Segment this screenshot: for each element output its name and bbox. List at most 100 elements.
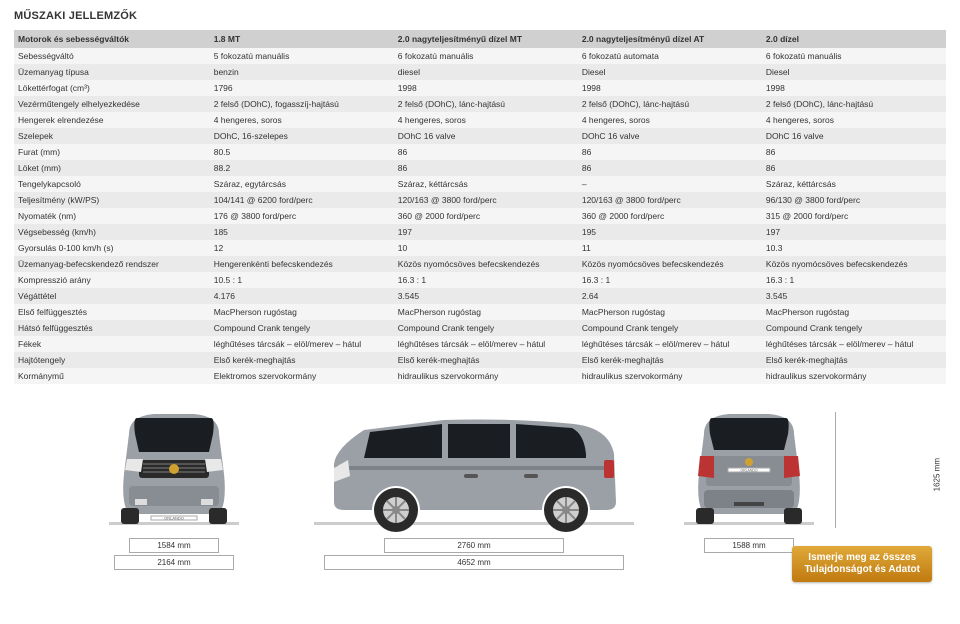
row-value: léghűtéses tárcsák – elöl/merev – hátul (578, 336, 762, 352)
row-value: 86 (394, 160, 578, 176)
row-value: MacPherson rugóstag (578, 304, 762, 320)
table-row: Végáttétel4.1763.5452.643.545 (14, 288, 946, 304)
row-value: 11 (578, 240, 762, 256)
row-value: benzin (210, 64, 394, 80)
row-value: hidraulikus szervokormány (762, 368, 946, 384)
row-value: Első kerék-meghajtás (210, 352, 394, 368)
row-value: 6 fokozatú manuális (394, 48, 578, 64)
row-value: léghűtéses tárcsák – elöl/merev – hátul (210, 336, 394, 352)
row-value: 4 hengeres, soros (210, 112, 394, 128)
row-value: DOhC 16 valve (578, 128, 762, 144)
dimension-rear: 1588 mm (694, 538, 804, 553)
table-row: Első felfüggesztésMacPherson rugóstagMac… (14, 304, 946, 320)
row-value: 86 (578, 160, 762, 176)
row-label: Üzemanyag típusa (14, 64, 210, 80)
vehicle-front-view: ORLANDO (109, 404, 239, 534)
row-label: Üzemanyag-befecskendező rendszer (14, 256, 210, 272)
table-row: Üzemanyag-befecskendező rendszerHengeren… (14, 256, 946, 272)
row-label: Végsebesség (km/h) (14, 224, 210, 240)
row-label: Sebességváltó (14, 48, 210, 64)
table-header-row: Motorok és sebességváltók 1.8 MT 2.0 nag… (14, 30, 946, 48)
row-value: 197 (762, 224, 946, 240)
row-value: 4 hengeres, soros (394, 112, 578, 128)
table-row: Végsebesség (km/h)185197195197 (14, 224, 946, 240)
row-label: Tengelykapcsoló (14, 176, 210, 192)
row-value: Compound Crank tengely (762, 320, 946, 336)
row-value: 1998 (394, 80, 578, 96)
row-value: DOhC 16 valve (394, 128, 578, 144)
svg-text:ORLANDO: ORLANDO (740, 469, 758, 473)
row-value: DOhC, 16-szelepes (210, 128, 394, 144)
header-cell: 1.8 MT (210, 30, 394, 48)
row-value: 4 hengeres, soros (578, 112, 762, 128)
row-value: Compound Crank tengely (394, 320, 578, 336)
row-label: Furat (mm) (14, 144, 210, 160)
row-value: MacPherson rugóstag (210, 304, 394, 320)
row-value: Száraz, kéttárcsás (762, 176, 946, 192)
row-value: 1998 (762, 80, 946, 96)
row-value: 16.3 : 1 (578, 272, 762, 288)
row-value: 86 (394, 144, 578, 160)
dim-length: 4652 mm (324, 555, 624, 570)
row-value: Elektromos szervokormány (210, 368, 394, 384)
row-value: – (578, 176, 762, 192)
row-value: Közös nyomócsöves befecskendezés (578, 256, 762, 272)
row-value: 120/163 @ 3800 ford/perc (394, 192, 578, 208)
dim-rear-track: 1588 mm (704, 538, 794, 553)
row-value: 6 fokozatú automata (578, 48, 762, 64)
row-value: 86 (578, 144, 762, 160)
row-value: hidraulikus szervokormány (394, 368, 578, 384)
vehicle-diagrams: ORLANDO (14, 398, 946, 588)
row-value: 2 felső (DOhC), lánc-hajtású (762, 96, 946, 112)
table-row: Hengerek elrendezése4 hengeres, soros4 h… (14, 112, 946, 128)
row-value: Első kerék-meghajtás (762, 352, 946, 368)
cta-line2: Tulajdonságot és Adatot (804, 564, 920, 575)
dim-wheelbase: 2760 mm (384, 538, 564, 553)
dim-front-overall: 2164 mm (114, 555, 234, 570)
dim-front-track: 1584 mm (129, 538, 219, 553)
row-label: Hajtótengely (14, 352, 210, 368)
dimension-front: 1584 mm 2164 mm (114, 538, 234, 570)
header-cell: 2.0 dízel (762, 30, 946, 48)
table-row: Üzemanyag típusabenzindieselDieselDiesel (14, 64, 946, 80)
table-row: Hátsó felfüggesztésCompound Crank tengel… (14, 320, 946, 336)
page-title: MŰSZAKI JELLEMZŐK (14, 10, 946, 22)
row-label: Végáttétel (14, 288, 210, 304)
row-value: 86 (762, 160, 946, 176)
row-value: 2.64 (578, 288, 762, 304)
row-value: 104/141 @ 6200 ford/perc (210, 192, 394, 208)
table-row: Fékekléghűtéses tárcsák – elöl/merev – h… (14, 336, 946, 352)
table-row: Gyorsulás 0-100 km/h (s)12101110.3 (14, 240, 946, 256)
row-label: Löket (mm) (14, 160, 210, 176)
row-value: 197 (394, 224, 578, 240)
row-value: diesel (394, 64, 578, 80)
table-row: Furat (mm)80.5868686 (14, 144, 946, 160)
row-value: 360 @ 2000 ford/perc (394, 208, 578, 224)
cta-button[interactable]: Ismerje meg az összes Tulajdonságot és A… (792, 546, 932, 582)
row-value: léghűtéses tárcsák – elöl/merev – hátul (394, 336, 578, 352)
dimension-height: 1625 mm (932, 458, 941, 491)
header-cell: Motorok és sebességváltók (14, 30, 210, 48)
row-value: 86 (762, 144, 946, 160)
row-label: Vezérműtengely elhelyezkedése (14, 96, 210, 112)
table-row: Sebességváltó5 fokozatú manuális6 fokoza… (14, 48, 946, 64)
row-value: 195 (578, 224, 762, 240)
row-value: 1796 (210, 80, 394, 96)
table-row: Kompresszió arány10.5 : 116.3 : 116.3 : … (14, 272, 946, 288)
row-value: Első kerék-meghajtás (578, 352, 762, 368)
row-value: Első kerék-meghajtás (394, 352, 578, 368)
table-row: Teljesítmény (kW/PS)104/141 @ 6200 ford/… (14, 192, 946, 208)
row-value: 3.545 (762, 288, 946, 304)
table-row: TengelykapcsolóSzáraz, egytárcsásSzáraz,… (14, 176, 946, 192)
row-label: Hengerek elrendezése (14, 112, 210, 128)
row-value: Közös nyomócsöves befecskendezés (762, 256, 946, 272)
table-row: Löket (mm)88.2868686 (14, 160, 946, 176)
row-value: Diesel (578, 64, 762, 80)
table-row: Nyomaték (nm)176 @ 3800 ford/perc360 @ 2… (14, 208, 946, 224)
header-cell: 2.0 nagyteljesítményű dízel MT (394, 30, 578, 48)
row-value: Hengerenkénti befecskendezés (210, 256, 394, 272)
row-value: 16.3 : 1 (762, 272, 946, 288)
row-value: 10 (394, 240, 578, 256)
vehicle-rear-view: ORLANDO (684, 404, 814, 534)
row-value: 10.3 (762, 240, 946, 256)
